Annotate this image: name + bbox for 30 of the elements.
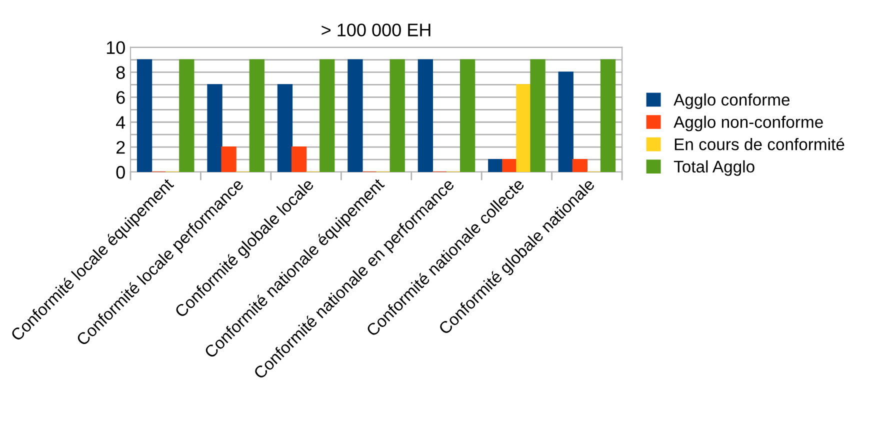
chart-title: > 100 000 EH xyxy=(322,24,430,36)
bar xyxy=(291,146,307,172)
legend-label: Agglo conforme xyxy=(674,93,790,109)
legend-label: Agglo non-conforme xyxy=(674,116,823,132)
bar xyxy=(558,72,574,172)
bar xyxy=(348,59,363,172)
bar xyxy=(136,59,152,172)
legend-label: Total Agglo xyxy=(674,160,754,176)
bar xyxy=(530,59,546,172)
bar xyxy=(320,59,335,172)
bar xyxy=(249,59,264,172)
bar xyxy=(221,146,236,172)
y-tick-label: 10 xyxy=(106,41,125,54)
y-tick-label: 2 xyxy=(116,140,125,154)
bar xyxy=(600,59,616,172)
bar xyxy=(516,84,532,172)
bar xyxy=(488,158,504,172)
bar xyxy=(502,158,518,172)
y-tick-label: 4 xyxy=(116,116,126,129)
bar xyxy=(390,59,405,172)
y-tick-label: 8 xyxy=(116,66,125,79)
y-tick-label: 6 xyxy=(116,91,125,104)
y-tick-label: 0 xyxy=(116,166,125,179)
bar xyxy=(572,158,588,172)
bar xyxy=(207,84,222,172)
bar xyxy=(277,84,293,172)
bar xyxy=(418,59,434,172)
legend-label: En cours de conformité xyxy=(674,138,844,150)
bar xyxy=(179,59,194,172)
bar xyxy=(460,59,476,172)
